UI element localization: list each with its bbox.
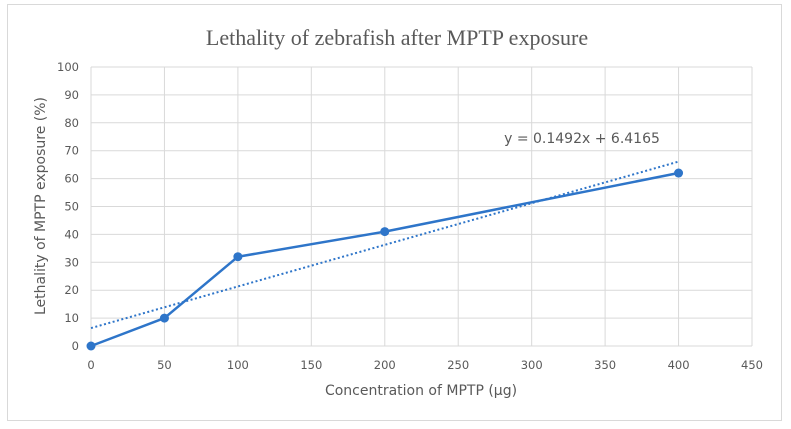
data-point: [86, 341, 96, 351]
trendline-layer: [90, 160, 679, 330]
y-tick-label: 20: [64, 283, 79, 297]
y-tick-label: 30: [64, 255, 79, 269]
x-tick-label: 150: [300, 358, 322, 372]
x-tick-label: 200: [374, 358, 396, 372]
y-tick-label: 50: [64, 200, 79, 214]
x-tick-label: 50: [157, 358, 172, 372]
data-point: [674, 168, 684, 178]
y-axis-ticks: 0 10 20 30 40 50 60 70 80 90 100: [57, 60, 79, 353]
x-axis-label: Concentration of MPTP (µg): [325, 383, 517, 399]
grid-lines: [90, 66, 753, 347]
x-tick-label: 250: [447, 358, 469, 372]
series-layer: [86, 168, 684, 351]
x-axis-ticks: 0 50 100 150 200 250 300 350 400 450: [87, 358, 763, 372]
y-tick-label: 90: [64, 88, 79, 102]
y-tick-label: 70: [64, 144, 79, 158]
x-tick-label: 100: [227, 358, 249, 372]
y-axis-label: Lethality of MPTP exposure (%): [33, 97, 49, 315]
x-tick-label: 400: [668, 358, 690, 372]
x-tick-label: 300: [521, 358, 543, 372]
y-tick-label: 0: [72, 339, 79, 353]
data-point: [159, 313, 169, 323]
x-tick-label: 450: [741, 358, 763, 372]
x-tick-label: 350: [594, 358, 616, 372]
y-tick-label: 100: [57, 60, 79, 74]
trendline: [90, 160, 679, 330]
y-tick-label: 60: [64, 172, 79, 186]
chart-frame: [7, 4, 782, 421]
data-point: [380, 227, 390, 237]
y-tick-label: 80: [64, 116, 79, 130]
x-tick-label: 0: [87, 358, 94, 372]
trendline-equation: y = 0.1492x + 6.4165: [504, 131, 660, 147]
y-tick-label: 10: [64, 311, 79, 325]
data-point: [233, 252, 243, 262]
y-tick-label: 40: [64, 227, 79, 241]
chart-title: Lethality of zebrafish after MPTP exposu…: [206, 25, 588, 50]
